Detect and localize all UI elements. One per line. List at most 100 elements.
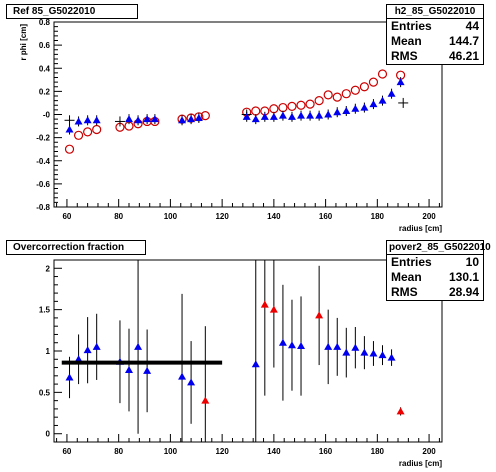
y-tick-label: -0	[43, 111, 51, 120]
data-point-blue-triangle	[251, 360, 260, 368]
y-tick-label: 1	[46, 347, 51, 356]
x-tick-label: 100	[164, 212, 178, 221]
data-point-triangle	[378, 96, 387, 104]
y-axis-label: r phi [cm]	[19, 24, 28, 61]
data-point-circle	[251, 106, 261, 116]
x-tick-label: 140	[267, 212, 281, 221]
data-point-circle	[83, 127, 93, 137]
data-point-circle	[296, 100, 306, 110]
data-point-blue-triangle	[143, 366, 152, 374]
data-point-triangle	[83, 116, 92, 124]
data-point-triangle	[134, 116, 143, 124]
plot-frame	[53, 259, 443, 443]
data-point-triangle	[387, 89, 396, 97]
stat-value: 28.94	[448, 285, 479, 299]
data-point-blue-triangle	[378, 351, 387, 359]
stat-label: Entries	[391, 19, 432, 33]
y-tick-label: -0.8	[36, 203, 50, 212]
data-point-triangle	[342, 107, 351, 115]
x-axis-label: radius [cm]	[399, 459, 442, 468]
data-point-blue-triangle	[83, 346, 92, 354]
x-tick-label: 200	[422, 447, 436, 456]
data-point-circle	[305, 99, 315, 109]
stat-label: RMS	[391, 49, 418, 63]
x-axis-label: radius [cm]	[399, 224, 442, 233]
data-point-triangle	[251, 115, 260, 123]
top-stats-row-rms: RMS 46.21	[387, 49, 483, 64]
data-point-blue-triangle	[187, 378, 196, 386]
data-point-triangle	[65, 125, 74, 133]
data-point-red-triangle	[260, 300, 269, 308]
x-tick-label: 180	[371, 447, 385, 456]
bottom-panel-title: Overcorrection fraction	[6, 240, 146, 255]
y-tick-label: 2	[46, 264, 51, 273]
top-stats-name: h2_85_G5022010	[387, 5, 483, 19]
data-point-triangle	[242, 112, 251, 120]
data-point-triangle	[269, 112, 278, 120]
x-tick-label: 60	[62, 447, 71, 456]
x-tick-label: 120	[215, 447, 229, 456]
data-point-blue-triangle	[297, 342, 306, 350]
y-tick-label: 0.2	[39, 87, 51, 96]
stat-label: Mean	[391, 34, 422, 48]
data-point-triangle	[74, 117, 83, 125]
bottom-stats-box: pover2_85_G5022010 Entries 10 Mean 130.1 R…	[386, 240, 491, 301]
data-point-red-triangle	[396, 407, 405, 415]
data-point-triangle	[396, 78, 405, 86]
data-point-triangle	[187, 115, 196, 123]
data-point-triangle	[92, 116, 101, 124]
data-point-triangle	[351, 104, 360, 112]
data-point-triangle	[333, 108, 342, 116]
data-point-circle	[314, 96, 324, 106]
data-point-circle	[341, 89, 351, 99]
top-stats-box: h2_85_G5022010 Entries 44 Mean 144.7 RMS 46…	[386, 4, 484, 65]
data-point-triangle	[369, 100, 378, 108]
data-point-blue-triangle	[278, 338, 287, 346]
stat-value: 10	[465, 255, 479, 269]
y-tick-label: 0.6	[39, 41, 51, 50]
x-tick-label: 200	[422, 212, 436, 221]
data-point-triangle	[306, 111, 315, 119]
data-point-circle	[332, 92, 342, 102]
data-point-blue-triangle	[387, 353, 396, 361]
data-point-blue-triangle	[369, 349, 378, 357]
bottom-stats-row-rms: RMS 28.94	[387, 285, 483, 300]
data-point-circle	[323, 90, 333, 100]
data-point-blue-triangle	[324, 342, 333, 350]
x-tick-label: 80	[114, 212, 123, 221]
y-tick-label: 0.4	[39, 64, 51, 73]
bottom-stats-row-entries: Entries 10	[387, 255, 483, 270]
data-point-blue-triangle	[342, 348, 351, 356]
data-point-circle	[269, 104, 279, 114]
data-point-circle	[287, 101, 297, 112]
bottom-stats-name: pover2_85_G5022010	[387, 242, 491, 255]
data-point-triangle	[297, 111, 306, 119]
data-point-red-triangle	[269, 305, 278, 313]
y-tick-label: 1.5	[39, 306, 51, 315]
data-point-triangle	[125, 115, 134, 123]
x-tick-label: 140	[267, 447, 281, 456]
data-point-blue-triangle	[74, 355, 83, 363]
x-tick-label: 160	[319, 447, 333, 456]
stat-value: 44	[465, 19, 479, 33]
top-panel-title: Ref 85_G5022010	[6, 4, 138, 19]
data-point-circle	[73, 130, 84, 140]
stat-value: 144.7	[448, 34, 479, 48]
y-tick-label: -0.4	[36, 157, 50, 166]
data-point-blue-triangle	[351, 343, 360, 351]
data-point-triangle	[143, 115, 152, 123]
data-point-blue-triangle	[134, 342, 143, 350]
x-tick-label: 120	[215, 212, 229, 221]
data-point-circle	[278, 102, 288, 113]
data-point-triangle	[150, 115, 159, 123]
x-tick-label: 60	[62, 212, 71, 221]
data-point-triangle	[194, 113, 203, 121]
data-point-blue-triangle	[287, 341, 296, 349]
bottom-stats-row-mean: Mean 130.1	[387, 270, 483, 285]
data-point-blue-triangle	[65, 373, 74, 381]
stat-label: RMS	[391, 285, 418, 299]
stat-label: Entries	[391, 255, 432, 269]
stat-label: Mean	[391, 270, 422, 284]
data-point-triangle	[315, 111, 324, 119]
